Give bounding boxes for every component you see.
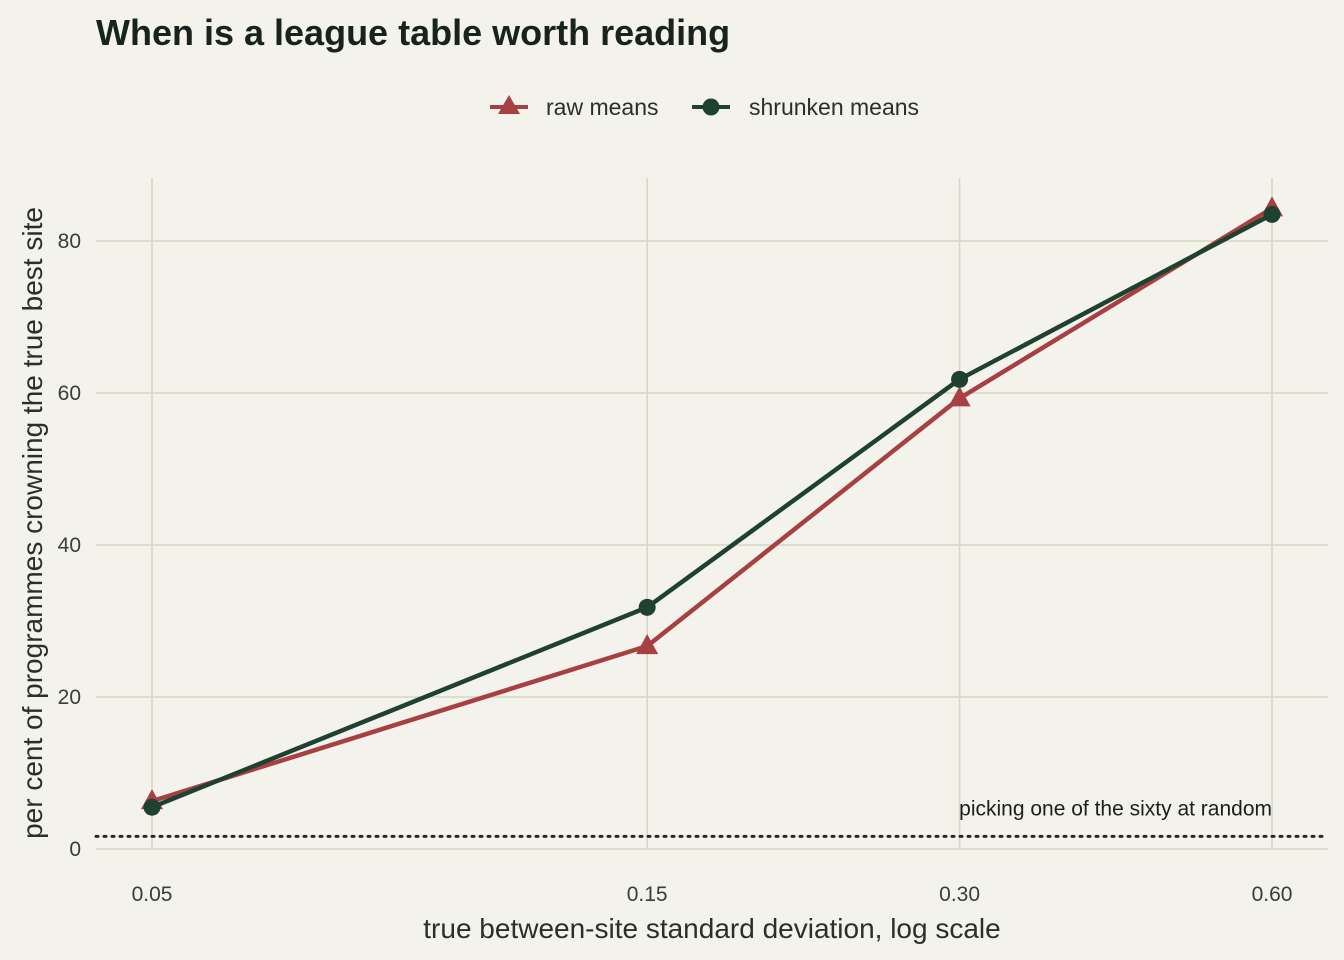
legend-label-raw-means: raw means: [546, 94, 658, 120]
y-tick-label-40: 40: [58, 534, 81, 557]
x-axis-title: true between-site standard deviation, lo…: [423, 913, 1000, 944]
reference-line-group: picking one of the sixty at random: [94, 797, 1330, 838]
point-raw-means-2: [948, 386, 971, 407]
legend-label-shrunken-means: shrunken means: [749, 94, 919, 120]
legend-triangle-icon: [498, 95, 520, 114]
x-tick-label-0: 0.05: [132, 883, 173, 906]
legend-circle-icon: [702, 98, 720, 116]
y-tick-label-80: 80: [58, 230, 81, 253]
chart-title: When is a league table worth reading: [96, 12, 730, 53]
point-shrunken-means-2: [951, 370, 969, 388]
x-tick-label-3: 0.60: [1252, 883, 1293, 906]
legend: raw means shrunken means: [490, 94, 919, 120]
y-tick-label-20: 20: [58, 686, 81, 709]
legend-item-raw-means: raw means: [490, 94, 658, 120]
y-tick-labels: 0 20 40 60 80: [58, 230, 81, 861]
y-tick-label-0: 0: [69, 838, 81, 861]
x-tick-label-1: 0.15: [627, 883, 668, 906]
series-group: [141, 196, 1283, 816]
y-axis-title: per cent of programmes crowning the true…: [17, 207, 48, 839]
y-gridlines: [96, 240, 1328, 850]
point-raw-means-1: [636, 634, 659, 655]
x-tick-labels: 0.05 0.15 0.30 0.60: [132, 883, 1293, 906]
point-shrunken-means-3: [1263, 205, 1281, 223]
series-line-raw-means: [151, 206, 1274, 804]
x-tick-label-2: 0.30: [939, 883, 980, 906]
reference-line-label: picking one of the sixty at random: [959, 797, 1272, 820]
point-shrunken-means-1: [638, 598, 656, 616]
y-tick-label-60: 60: [58, 382, 81, 405]
x-gridlines: [151, 178, 1273, 849]
point-shrunken-means-0: [143, 798, 161, 816]
legend-item-shrunken-means: shrunken means: [692, 94, 919, 120]
series-line-shrunken-means: [151, 212, 1274, 810]
